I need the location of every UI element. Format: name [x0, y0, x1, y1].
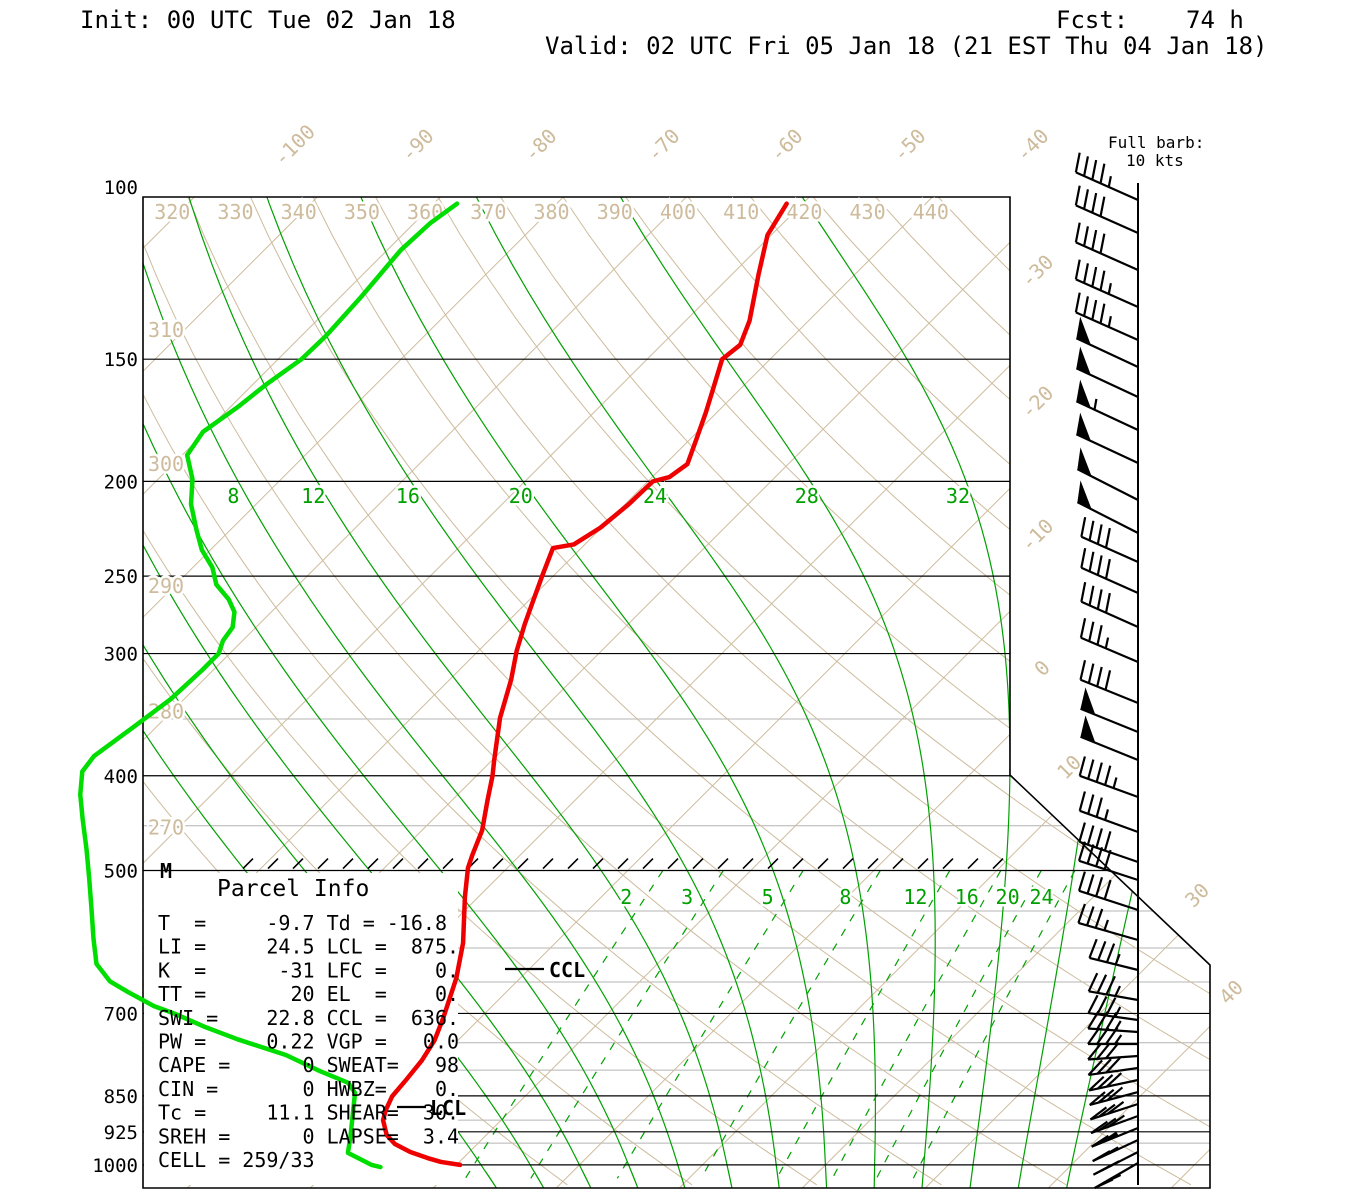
svg-text:330: 330: [217, 200, 253, 224]
svg-text:20: 20: [996, 885, 1020, 909]
svg-text:8: 8: [839, 885, 851, 909]
svg-text:PW = 0.22 VGP = 0.0: PW = 0.22 VGP = 0.0: [158, 1030, 459, 1054]
svg-text:TT = 20 EL = 0.: TT = 20 EL = 0.: [158, 982, 459, 1006]
m-marker: M: [160, 859, 172, 883]
svg-text:310: 310: [148, 318, 184, 342]
parcel-info-box: Parcel Info T = -9.7 Td = -16.8LI = 24.5 …: [158, 876, 459, 1172]
svg-text:320: 320: [154, 200, 190, 224]
svg-text:SWI = 22.8 CCL = 636.: SWI = 22.8 CCL = 636.: [158, 1006, 459, 1030]
svg-text:300: 300: [104, 644, 138, 666]
svg-text:CELL = 259/33: CELL = 259/33: [158, 1148, 315, 1172]
svg-text:24: 24: [1029, 885, 1053, 909]
ccl-label: CCL: [549, 958, 585, 982]
svg-text:420: 420: [786, 200, 822, 224]
svg-text:20: 20: [509, 484, 533, 508]
parcel-info-panel: [144, 873, 458, 1185]
svg-text:400: 400: [104, 766, 138, 788]
plot-frame: [142, 196, 1211, 1189]
svg-text:16: 16: [396, 484, 420, 508]
svg-text:SREH = 0 LAPSE= 3.4: SREH = 0 LAPSE= 3.4: [158, 1124, 459, 1148]
svg-text:700: 700: [104, 1003, 138, 1025]
svg-text:280: 280: [148, 700, 184, 724]
svg-text:-70: -70: [642, 124, 685, 167]
svg-text:30: 30: [1180, 878, 1214, 912]
svg-text:-40: -40: [1011, 124, 1054, 167]
svg-text:270: 270: [148, 816, 184, 840]
svg-text:-10: -10: [1016, 514, 1059, 557]
svg-text:410: 410: [723, 200, 759, 224]
svg-text:LI = 24.5 LCL = 875.: LI = 24.5 LCL = 875.: [158, 935, 459, 959]
svg-text:-100: -100: [269, 120, 320, 171]
svg-text:1000: 1000: [92, 1155, 138, 1177]
svg-text:100: 100: [104, 177, 138, 199]
svg-text:430: 430: [850, 200, 886, 224]
svg-text:2: 2: [620, 885, 632, 909]
svg-text:925: 925: [104, 1122, 138, 1144]
lcl-label: LCL: [430, 1096, 466, 1120]
svg-text:-90: -90: [396, 124, 439, 167]
svg-text:CIN = 0 HWBZ= 0.: CIN = 0 HWBZ= 0.: [158, 1077, 459, 1101]
svg-text:Parcel Info: Parcel Info: [217, 876, 369, 902]
svg-text:400: 400: [660, 200, 696, 224]
svg-text:T = -9.7 Td = -16.8: T = -9.7 Td = -16.8: [158, 911, 447, 935]
svg-text:380: 380: [533, 200, 569, 224]
level-annotations: M CCL LCL: [160, 859, 585, 1120]
svg-text:500: 500: [104, 861, 138, 883]
forecast-hour-label: Fcst: 74 h: [1056, 6, 1244, 34]
svg-text:440: 440: [913, 200, 949, 224]
svg-text:370: 370: [470, 200, 506, 224]
wind-barb-column: [1074, 152, 1139, 1189]
pressure-axis-labels: 100 150 200 250 300 400 500 700 850 925 1000: [92, 177, 138, 1177]
barb-legend-line1: Full barb:: [1108, 133, 1205, 152]
svg-text:0: 0: [1029, 655, 1054, 680]
svg-text:12: 12: [903, 885, 927, 909]
svg-text:K = -31 LFC = 0.: K = -31 LFC = 0.: [158, 958, 459, 982]
svg-text:CAPE = 0 SWEAT= 98: CAPE = 0 SWEAT= 98: [158, 1053, 459, 1077]
barb-legend-line2: 10 kts: [1126, 151, 1184, 170]
mixing-ratio-grid: [464, 870, 1076, 1179]
svg-text:390: 390: [597, 200, 633, 224]
svg-text:-80: -80: [519, 124, 562, 167]
svg-text:150: 150: [104, 349, 138, 371]
svg-text:850: 850: [104, 1086, 138, 1108]
valid-time-label: Valid: 02 UTC Fri 05 Jan 18 (21 EST Thu …: [545, 32, 1268, 60]
svg-text:300: 300: [148, 452, 184, 476]
svg-text:40: 40: [1214, 975, 1248, 1009]
svg-text:8: 8: [227, 484, 239, 508]
svg-text:3: 3: [681, 885, 693, 909]
svg-text:360: 360: [407, 200, 443, 224]
svg-text:32: 32: [946, 484, 970, 508]
svg-text:200: 200: [104, 471, 138, 493]
svg-text:-50: -50: [888, 124, 931, 167]
svg-text:5: 5: [762, 885, 774, 909]
svg-text:350: 350: [344, 200, 380, 224]
svg-text:290: 290: [148, 574, 184, 598]
svg-text:250: 250: [104, 566, 138, 588]
hatched-level-marks: [242, 857, 1004, 870]
svg-text:24: 24: [643, 484, 667, 508]
svg-text:12: 12: [301, 484, 325, 508]
init-time-label: Init: 00 UTC Tue 02 Jan 18: [80, 6, 456, 34]
svg-text:28: 28: [795, 484, 819, 508]
svg-text:-20: -20: [1016, 381, 1059, 424]
dewpoint-curve: [77, 201, 460, 1170]
svg-text:-60: -60: [765, 124, 808, 167]
svg-text:340: 340: [281, 200, 317, 224]
temperature-curve: [380, 201, 789, 1168]
svg-text:-30: -30: [1016, 250, 1059, 293]
svg-text:Tc = 11.1 SHEAR= 30.: Tc = 11.1 SHEAR= 30.: [158, 1101, 459, 1125]
svg-text:16: 16: [955, 885, 979, 909]
